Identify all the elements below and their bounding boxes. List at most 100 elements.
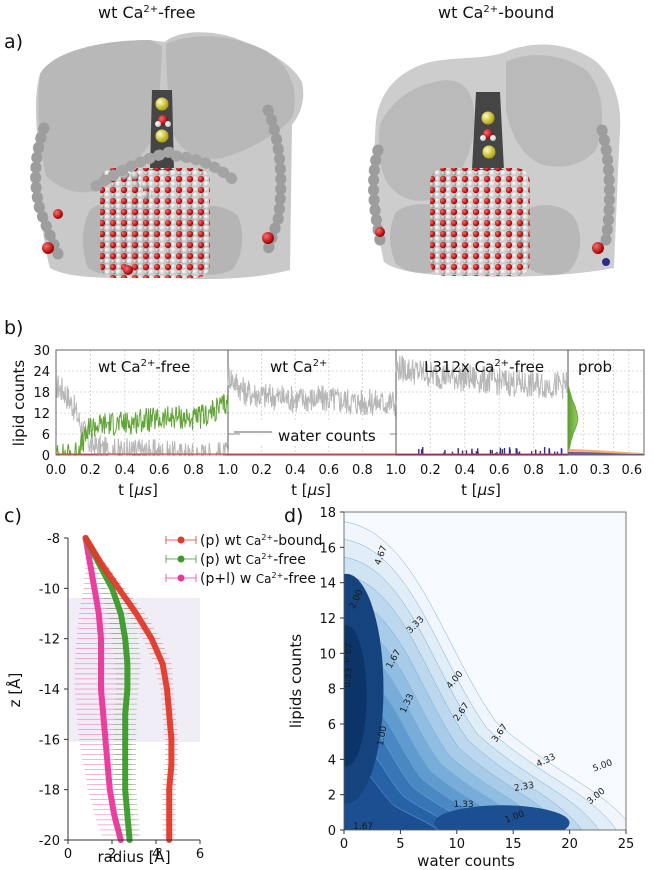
panel-d: d) 4.672.003.330.67 1.670.33 4.001.33 2.671… [284, 505, 634, 870]
panel-b-xtick: 1.0 [558, 463, 579, 478]
contour-label: 1.33 [454, 800, 474, 810]
panel-b-series-line [55, 393, 229, 457]
panel-d-xtick: 25 [618, 837, 635, 852]
panel-c-ytick: -18 [39, 784, 60, 799]
panel-b-sub4-title: prob [578, 358, 612, 376]
panel-c-ytick: -12 [39, 633, 60, 648]
panel-d-ytick: 10 [319, 647, 336, 662]
water-counts-legend: water counts [234, 422, 390, 446]
panel-c: c) -8 -10 -12 -14 -16 -18 -20 0 2 4 6 z [Å] radius… [4, 505, 322, 866]
panel-d-xlabel: water counts [417, 852, 515, 870]
legend-label: (p) wt Ca2+-free [200, 552, 306, 568]
panel-d-contours: 4.672.003.330.67 1.670.33 4.001.33 2.671.00… [342, 512, 626, 832]
panel-d-ytick: 2 [328, 789, 336, 804]
shaded-region [68, 598, 200, 742]
panel-d-ytick: 16 [319, 541, 336, 556]
panel-b-xtick: 0.8 [183, 463, 204, 478]
panel-d-letter: d) [284, 505, 303, 527]
panel-b-xtick: 0.8 [352, 463, 373, 478]
panel-d-xtick: 10 [449, 837, 466, 852]
panel-b-traces [55, 355, 644, 457]
panel-d-ytick: 8 [328, 683, 336, 698]
panel-b-ytick: 6 [42, 428, 50, 443]
panel-d-ylabel: lipids counts [287, 634, 305, 728]
panel-c-xtick: 4 [152, 847, 160, 862]
panel-b-xtick: 1.0 [218, 463, 239, 478]
panel-c-ytick: -14 [39, 683, 60, 698]
panel-b-prob-hist-blue [568, 452, 644, 455]
panel-b-sub2-title: wt Ca2+ [270, 358, 327, 376]
contour-label: 0.67 [342, 642, 355, 663]
protein-structure-ca-bound [368, 44, 621, 277]
panel-b-ytick: 18 [33, 386, 50, 401]
panel-c-xtick: 6 [196, 847, 204, 862]
panel-c-series [74, 535, 178, 843]
panel-b-sub1-title: wt Ca2+-free [98, 358, 190, 376]
panel-b-xtick: 0.4 [285, 463, 306, 478]
protein-structure-ca-free [30, 32, 304, 280]
panel-c-series-line [82, 535, 175, 843]
panel-c-axes: -8 -10 -12 -14 -16 -18 -20 0 2 4 6 [39, 532, 204, 862]
panel-b-xticks: 0.0 0.2 0.4 0.6 0.8 1.0 0.2 0.4 0.6 0.8 1.0 0.2 0.4 0… [46, 463, 643, 478]
legend-label: (p+l) w Ca2+-free [200, 571, 316, 587]
panel-d-frame [343, 511, 627, 831]
panel-d-axes: 0 5 10 15 20 25 0 2 4 6 8 10 12 14 16 18 [319, 506, 634, 852]
panel-d-ytick: 4 [328, 753, 336, 768]
panel-a: a) wt Ca2+-free wt Ca2+-bound [4, 3, 621, 280]
panel-b-series-line [227, 365, 397, 417]
legend-marker [177, 574, 185, 582]
panel-c-ytick: -20 [39, 834, 60, 849]
panel-b-xtick: 0.6 [149, 463, 170, 478]
panel-b-ytick: 0 [42, 449, 50, 464]
panel-b-xtick: 0.8 [523, 463, 544, 478]
panel-b-ytick: 30 [33, 344, 50, 359]
panel-b-letter: b) [4, 317, 23, 339]
panel-d-heatmap: 4.672.003.330.67 1.670.33 4.001.33 2.671.00… [342, 512, 626, 832]
panel-b-series-line [395, 355, 569, 399]
panel-c-ytick: -16 [39, 733, 60, 748]
panel-d-xtick: 5 [396, 837, 404, 852]
panel-d-xtick: 20 [561, 837, 578, 852]
panel-c-xtick: 0 [64, 847, 72, 862]
panel-d-ytick: 18 [319, 506, 336, 521]
panel-d-xtick: 0 [340, 837, 348, 852]
panel-b-xtick: 0.4 [114, 463, 135, 478]
panel-b-prob-xtick: 0.6 [621, 463, 642, 478]
panel-b-xtick: 0.6 [489, 463, 510, 478]
panel-c-ytick: -10 [39, 582, 60, 597]
panel-b-xtick: 0.0 [46, 463, 67, 478]
panel-b-xlabel-3: t [μs] [461, 481, 501, 499]
panel-c-series-line [82, 535, 124, 843]
panel-c-letter: c) [4, 505, 22, 527]
panel-c-legend: (p) wt Ca2+-bound (p) wt Ca2+-free (p+l) w… [165, 533, 322, 587]
panel-d-xtick: 15 [505, 837, 522, 852]
panel-b-ytick: 24 [33, 365, 50, 380]
water-counts-label: water counts [278, 427, 376, 445]
panel-c-xlabel: radius [Å] [97, 847, 170, 866]
contour-minimum-1-core [344, 625, 367, 767]
panel-b-ylabel: lipid counts [10, 360, 28, 447]
contour-label: 0.33 [343, 667, 355, 688]
panel-b-xtick: 0.2 [80, 463, 101, 478]
panel-a-right-title: wt Ca2+-bound [438, 3, 554, 22]
panel-b-xlabel-2: t [μs] [291, 481, 331, 499]
panel-b-xtick: 0.2 [251, 463, 272, 478]
panel-b-xtick: 1.0 [386, 463, 407, 478]
legend-marker [177, 536, 185, 544]
panel-c-ytick: -8 [47, 532, 60, 547]
panel-b-ytick: 12 [33, 407, 50, 422]
legend-marker [177, 555, 185, 563]
panel-b-yticks: 0 6 12 18 24 30 [33, 344, 50, 464]
panel-d-ytick: 14 [319, 577, 336, 592]
contour-label: 2.33 [513, 781, 534, 794]
panel-d-ytick: 6 [328, 718, 336, 733]
panel-a-left-title: wt Ca2+-free [98, 3, 196, 22]
panel-d-ytick: 0 [328, 824, 336, 839]
panel-b-xtick: 0.4 [454, 463, 475, 478]
contour-label: 1.67 [353, 822, 373, 832]
panel-b-sub3-title: L312x Ca2+-free [424, 358, 544, 376]
panel-b-prob-xtick: 0.3 [590, 463, 611, 478]
panel-d-ytick: 12 [319, 612, 336, 627]
